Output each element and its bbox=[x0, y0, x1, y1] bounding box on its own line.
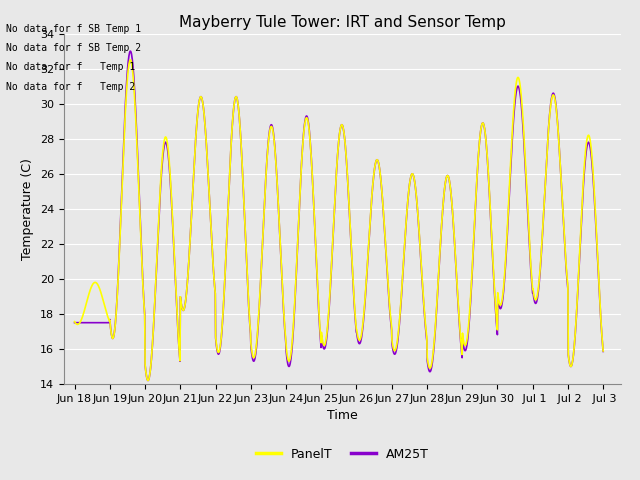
Legend: PanelT, AM25T: PanelT, AM25T bbox=[251, 443, 434, 466]
AM25T bbox=[422, 324, 429, 329]
AM25T bbox=[144, 378, 152, 384]
AM25T bbox=[537, 254, 545, 260]
Text: No data for f   Temp 2: No data for f Temp 2 bbox=[6, 82, 136, 92]
Text: No data for f SB Temp 1: No data for f SB Temp 1 bbox=[6, 24, 141, 34]
X-axis label: Time: Time bbox=[327, 409, 358, 422]
PanelT bbox=[422, 321, 429, 326]
Y-axis label: Temperature (C): Temperature (C) bbox=[22, 158, 35, 260]
PanelT bbox=[176, 358, 184, 364]
Text: No data for f   Temp 1: No data for f Temp 1 bbox=[6, 62, 136, 72]
Title: Mayberry Tule Tower: IRT and Sensor Temp: Mayberry Tule Tower: IRT and Sensor Temp bbox=[179, 15, 506, 30]
PanelT bbox=[537, 252, 545, 258]
AM25T bbox=[176, 359, 184, 364]
AM25T bbox=[491, 289, 499, 295]
PanelT bbox=[144, 378, 152, 384]
AM25T bbox=[71, 320, 79, 325]
Text: No data for f SB Temp 2: No data for f SB Temp 2 bbox=[6, 43, 141, 53]
PanelT bbox=[599, 348, 607, 354]
AM25T bbox=[248, 353, 256, 359]
AM25T bbox=[127, 48, 134, 54]
AM25T bbox=[599, 348, 607, 354]
PanelT bbox=[248, 349, 256, 355]
AM25T bbox=[189, 185, 196, 191]
Line: PanelT: PanelT bbox=[75, 60, 603, 381]
PanelT bbox=[189, 185, 196, 191]
Line: AM25T: AM25T bbox=[75, 51, 603, 381]
PanelT bbox=[491, 286, 499, 291]
PanelT bbox=[127, 57, 134, 63]
PanelT bbox=[71, 319, 79, 324]
